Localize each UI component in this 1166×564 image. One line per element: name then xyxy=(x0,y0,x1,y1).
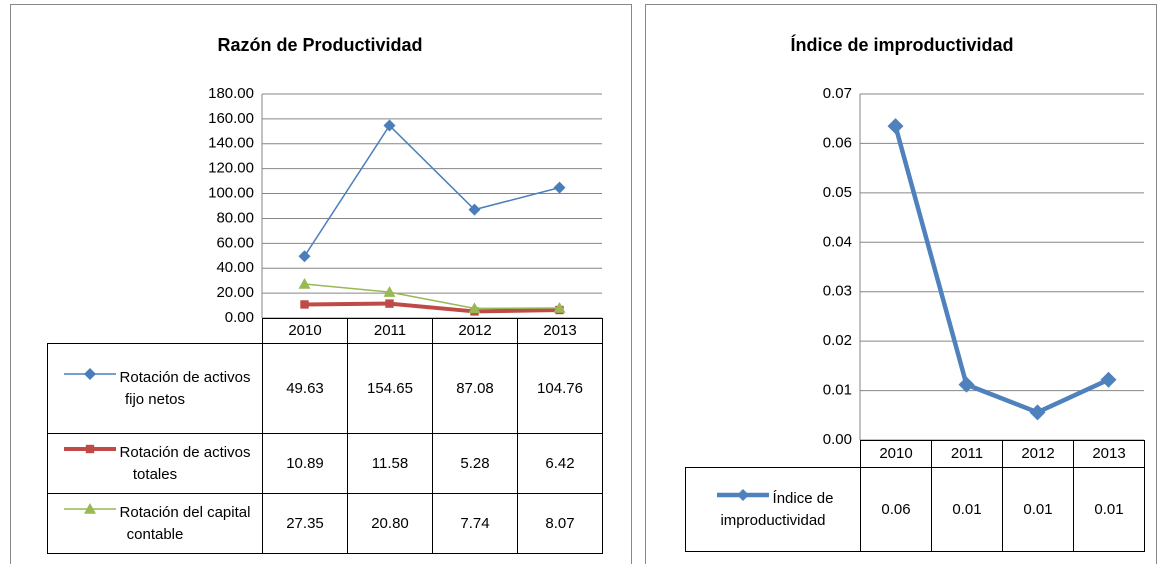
y-tick-label: 0.05 xyxy=(823,184,852,201)
y-tick-label: 100.00 xyxy=(208,185,254,202)
y-tick-label: 140.00 xyxy=(208,135,254,152)
data-table: 2010 2011 2012 2013 Rotación de activos fijo… xyxy=(47,318,603,554)
legend-entry: Índice de improductividad xyxy=(689,487,857,532)
marker xyxy=(383,286,396,297)
value-cell: 5.28 xyxy=(432,433,518,494)
line xyxy=(304,283,560,310)
value-cell: 7.74 xyxy=(432,493,518,554)
line xyxy=(893,125,1110,415)
marker xyxy=(1029,404,1046,421)
y-tick-label: 40.00 xyxy=(216,259,254,276)
line xyxy=(303,124,560,257)
value-cell: 0.01 xyxy=(1002,467,1074,552)
value-cell: 10.89 xyxy=(262,433,348,494)
marker xyxy=(468,302,481,314)
value-cell: 27.35 xyxy=(262,493,348,554)
legend-icon xyxy=(63,503,116,514)
legend-entry: Rotación del capital contable xyxy=(51,501,259,546)
legend-icon xyxy=(63,444,116,454)
marker xyxy=(887,118,904,135)
blank-cell xyxy=(47,318,263,344)
value-cell: 0.06 xyxy=(860,467,932,552)
category-cell: 2012 xyxy=(1002,440,1074,468)
marker xyxy=(300,300,309,309)
legend-marker xyxy=(85,444,94,454)
legend-marker xyxy=(83,503,96,514)
y-tick-label: 0.04 xyxy=(823,233,852,250)
marker xyxy=(298,277,311,289)
value-cell: 8.07 xyxy=(517,493,603,554)
marker xyxy=(468,203,481,216)
value-cell: 0.01 xyxy=(931,467,1003,552)
legend-cell: Índice de improductividad xyxy=(685,467,861,552)
value-cell: 20.80 xyxy=(347,493,433,554)
y-tick-label: 0.02 xyxy=(823,332,852,349)
marker xyxy=(298,250,311,263)
value-cell: 104.76 xyxy=(517,343,603,434)
y-tick-label: 0.03 xyxy=(823,283,852,300)
category-cell: 2012 xyxy=(432,318,518,344)
y-tick-label: 0.01 xyxy=(823,382,852,399)
y-tick-label: 60.00 xyxy=(216,234,254,251)
y-tick-label: 120.00 xyxy=(208,160,254,177)
y-tick-label: 0.06 xyxy=(823,134,852,151)
category-cell: 2010 xyxy=(262,318,348,344)
series-row: Índice de improductividad 0.06 0.01 0.01 0.0… xyxy=(685,467,1145,552)
legend-marker xyxy=(736,489,749,501)
y-tick-label: 20.00 xyxy=(216,284,254,301)
category-cell: 2010 xyxy=(860,440,932,468)
y-tick-label: 0.07 xyxy=(823,85,852,102)
value-cell: 11.58 xyxy=(347,433,433,494)
header-row: 2010 2011 2012 2013 xyxy=(685,440,1145,468)
series-row: Rotación de activos fijo netos 49.63 154.6… xyxy=(47,343,603,434)
value-cell: 87.08 xyxy=(432,343,518,434)
value-cell: 0.01 xyxy=(1073,467,1145,552)
marker xyxy=(553,301,566,313)
y-tick-label: 80.00 xyxy=(216,209,254,226)
marker xyxy=(385,299,394,308)
value-cell: 49.63 xyxy=(262,343,348,434)
value-cell: 6.42 xyxy=(517,433,603,494)
legend-cell: Rotación de activos totales xyxy=(47,433,263,494)
legend-label: Rotación del capital contable xyxy=(119,504,251,543)
marker xyxy=(958,376,975,393)
series-row: Rotación del capital contable 27.35 20.80 7… xyxy=(47,493,603,554)
marker xyxy=(1100,371,1117,388)
value-cell: 154.65 xyxy=(347,343,433,434)
legend-cell: Rotación de activos fijo netos xyxy=(47,343,263,434)
data-table: 2010 2011 2012 2013 Índice de improductivida… xyxy=(685,440,1145,552)
chart-title: Razón de Productividad xyxy=(217,35,422,55)
category-cell: 2013 xyxy=(517,318,603,344)
legend-icon xyxy=(716,489,769,501)
y-tick-label: 160.00 xyxy=(208,110,254,127)
marker xyxy=(383,119,396,132)
chart-frame xyxy=(645,4,1157,564)
legend-label: Índice de improductividad xyxy=(720,490,834,529)
chart-title: Índice de improductividad xyxy=(790,34,1013,55)
line xyxy=(304,301,560,314)
blank-cell xyxy=(685,440,861,468)
chart-frame xyxy=(10,4,632,564)
legend-cell: Rotación del capital contable xyxy=(47,493,263,554)
series-row: Rotación de activos totales 10.89 11.58 5.2… xyxy=(47,433,603,494)
header-row: 2010 2011 2012 2013 xyxy=(47,318,603,344)
legend-icon xyxy=(63,368,116,380)
y-tick-label: 180.00 xyxy=(208,85,254,102)
legend-entry: Rotación de activos totales xyxy=(51,441,259,486)
legend-entry: Rotación de activos fijo netos xyxy=(51,366,259,411)
category-cell: 2011 xyxy=(931,440,1003,468)
category-cell: 2013 xyxy=(1073,440,1145,468)
legend-label: Rotación de activos totales xyxy=(119,444,251,483)
legend-marker xyxy=(83,368,96,380)
legend-label: Rotación de activos fijo netos xyxy=(119,369,251,408)
marker xyxy=(553,181,566,194)
category-cell: 2011 xyxy=(347,318,433,344)
